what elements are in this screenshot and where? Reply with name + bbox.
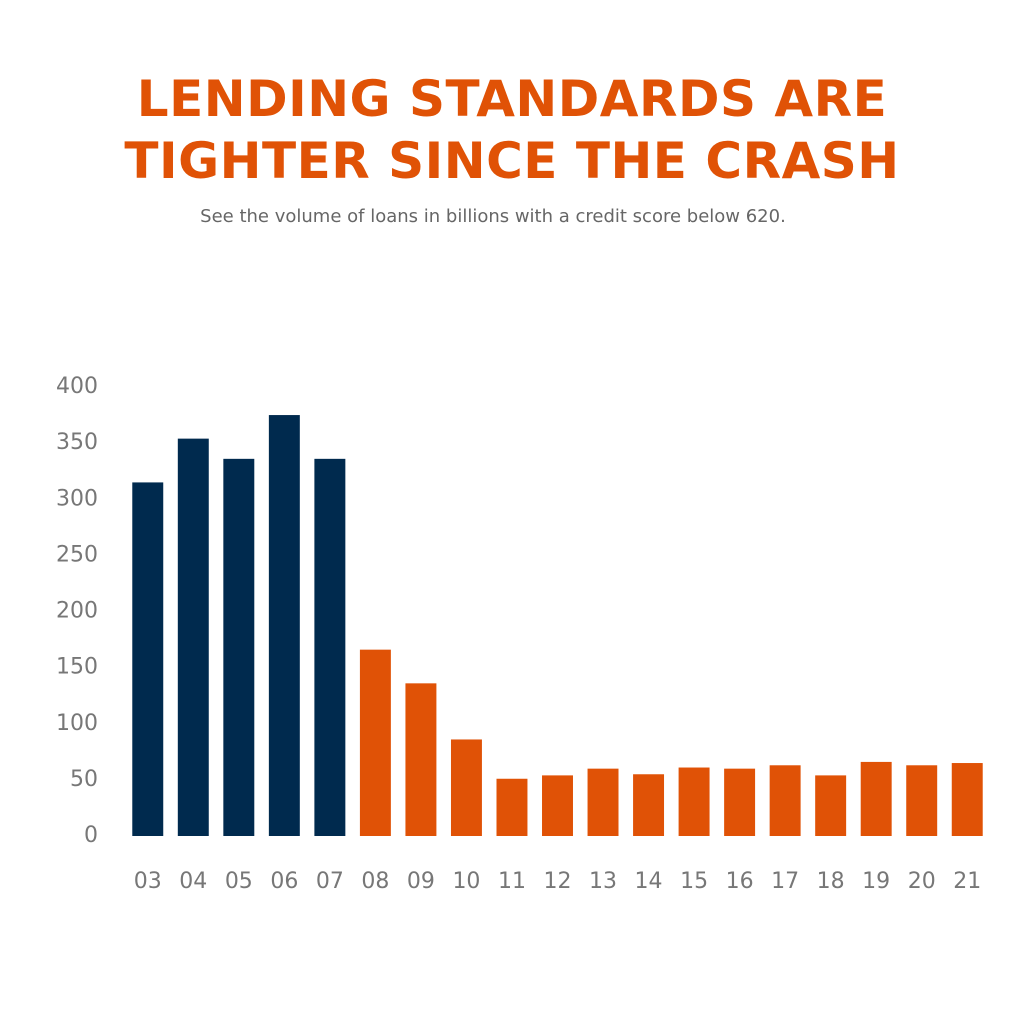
x-tick-label: 06	[270, 869, 298, 894]
x-tick-label: 12	[544, 869, 572, 894]
bar	[223, 458, 255, 836]
x-tick-label: 21	[953, 869, 981, 894]
x-tick-label: 17	[771, 869, 799, 894]
bar	[359, 649, 391, 836]
bar	[724, 768, 756, 836]
x-tick-label: 08	[361, 869, 389, 894]
bar	[860, 761, 892, 836]
bar	[450, 739, 482, 836]
y-tick-label: 0	[84, 823, 98, 848]
bar	[587, 768, 619, 836]
x-tick-label: 11	[498, 869, 526, 894]
bar	[769, 765, 801, 836]
x-tick-label: 04	[179, 869, 207, 894]
x-tick-label: 16	[726, 869, 754, 894]
bar	[678, 767, 710, 836]
y-tick-label: 100	[56, 711, 98, 736]
y-tick-label: 50	[70, 767, 98, 792]
x-tick-label: 07	[316, 869, 344, 894]
bar	[906, 765, 938, 836]
bar	[268, 415, 300, 836]
bar	[405, 683, 437, 836]
x-tick-label: 19	[862, 869, 890, 894]
chart-subtitle: See the volume of loans in billions with…	[200, 206, 786, 227]
x-tick-label: 05	[225, 869, 253, 894]
bar	[542, 775, 573, 836]
bar	[815, 775, 847, 836]
chart-title: LENDING STANDARDS ARE TIGHTER SINCE THE …	[124, 70, 900, 190]
y-tick-label: 200	[56, 599, 98, 624]
x-tick-label: 14	[635, 869, 663, 894]
bar	[177, 438, 209, 836]
bar	[633, 774, 665, 836]
x-tick-label: 10	[452, 869, 480, 894]
x-tick-label: 03	[134, 869, 162, 894]
bar	[132, 482, 164, 836]
x-tick-label: 20	[908, 869, 936, 894]
bar	[951, 763, 983, 836]
x-tick-label: 15	[680, 869, 708, 894]
bar	[314, 458, 346, 836]
y-tick-label: 350	[56, 430, 98, 455]
y-tick-label: 150	[56, 655, 98, 680]
y-tick-label: 250	[56, 542, 98, 567]
x-tick-label: 13	[589, 869, 617, 894]
bar	[496, 778, 528, 836]
y-tick-label: 300	[56, 486, 98, 511]
x-tick-label: 18	[817, 869, 845, 894]
x-tick-label: 09	[407, 869, 435, 894]
y-tick-label: 400	[56, 374, 98, 399]
